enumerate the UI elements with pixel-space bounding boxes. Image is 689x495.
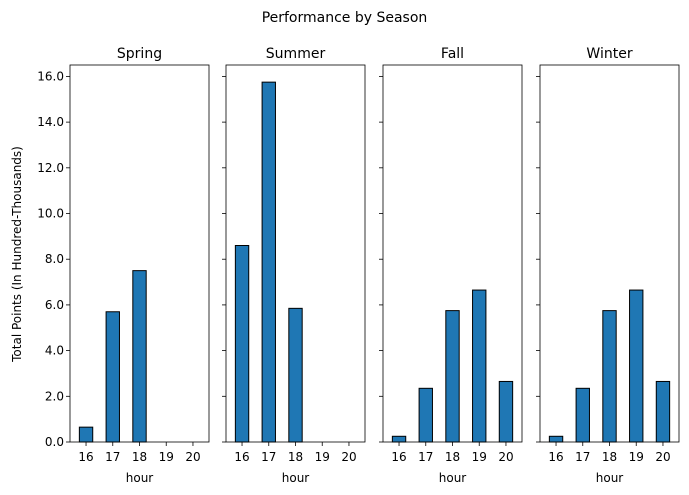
y-tick-label: 6.0 <box>45 298 64 312</box>
y-tick-label: 4.0 <box>45 344 64 358</box>
bar-spring-17 <box>105 311 120 443</box>
x-tick-label: 18 <box>288 450 303 464</box>
x-tick-label: 18 <box>602 450 617 464</box>
y-tick-label: 10.0 <box>37 207 64 221</box>
x-axis-label: hour <box>282 471 310 485</box>
panel-winter: 16 17 18 19 20 Winter hour <box>536 46 680 485</box>
figure-title: Performance by Season <box>262 10 428 26</box>
bar-fall-20 <box>498 380 514 443</box>
bar-summer-16 <box>234 245 250 443</box>
bar-spring-18 <box>132 270 147 443</box>
bar-fall-18 <box>445 310 460 443</box>
x-tick-label: 19 <box>315 450 330 464</box>
bar-fall-19 <box>472 289 487 443</box>
y-tick-label: 0.0 <box>45 435 64 449</box>
panel-fall: 16 17 18 19 20 Fall hour <box>379 46 523 485</box>
panel-title: Summer <box>266 46 326 62</box>
y-tick-label: 2.0 <box>45 389 64 403</box>
bar-summer-17 <box>261 81 276 443</box>
bar-spring-16 <box>78 426 94 443</box>
bar-fall-17 <box>418 387 433 443</box>
x-tick-label: 17 <box>105 450 120 464</box>
x-tick-label: 20 <box>185 450 200 464</box>
bar-winter-19 <box>629 289 644 443</box>
x-axis-label: hour <box>126 471 154 485</box>
panel-spring: 0.0 2.0 4.0 6.0 8.0 10.0 12.0 14.0 16.0 16 17 18 19 2… <box>37 46 210 485</box>
x-tick-label: 16 <box>391 450 406 464</box>
x-tick-label: 17 <box>575 450 590 464</box>
x-tick-label: 16 <box>548 450 563 464</box>
x-tick-label: 19 <box>629 450 644 464</box>
panel-title: Fall <box>441 46 464 62</box>
panels-group: 0.0 2.0 4.0 6.0 8.0 10.0 12.0 14.0 16.0 16 17 18 19 2… <box>37 46 680 485</box>
x-tick-label: 19 <box>472 450 487 464</box>
x-tick-label: 18 <box>132 450 147 464</box>
panel-title: Winter <box>586 46 632 62</box>
x-axis-label: hour <box>596 471 624 485</box>
bar-fall-16 <box>391 435 407 443</box>
y-tick-label: 8.0 <box>45 252 64 266</box>
x-axis-label: hour <box>439 471 467 485</box>
y-tick-label: 14.0 <box>37 115 64 129</box>
x-tick-label: 19 <box>159 450 174 464</box>
x-tick-label: 20 <box>341 450 356 464</box>
x-tick-label: 17 <box>261 450 276 464</box>
x-tick-label: 16 <box>78 450 93 464</box>
y-tick-label: 12.0 <box>37 161 64 175</box>
x-tick-label: 20 <box>655 450 670 464</box>
bar-winter-16 <box>548 435 564 443</box>
y-tick-label: 16.0 <box>37 69 64 83</box>
x-tick-label: 20 <box>498 450 513 464</box>
x-tick-label: 17 <box>418 450 433 464</box>
y-axis-label: Total Points (In Hundred-Thousands) <box>10 146 24 363</box>
bar-summer-18 <box>288 307 303 443</box>
bar-winter-17 <box>575 387 590 443</box>
x-tick-label: 18 <box>445 450 460 464</box>
bar-winter-20 <box>655 380 671 443</box>
bar-winter-18 <box>602 310 617 443</box>
x-tick-label: 16 <box>234 450 249 464</box>
panel-title: Spring <box>117 46 162 62</box>
panel-summer: 16 17 18 19 20 Summer hour <box>222 46 366 485</box>
